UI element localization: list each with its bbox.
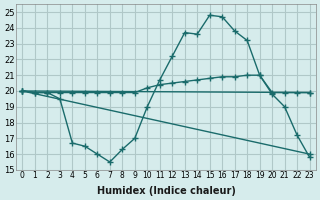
- X-axis label: Humidex (Indice chaleur): Humidex (Indice chaleur): [97, 186, 236, 196]
